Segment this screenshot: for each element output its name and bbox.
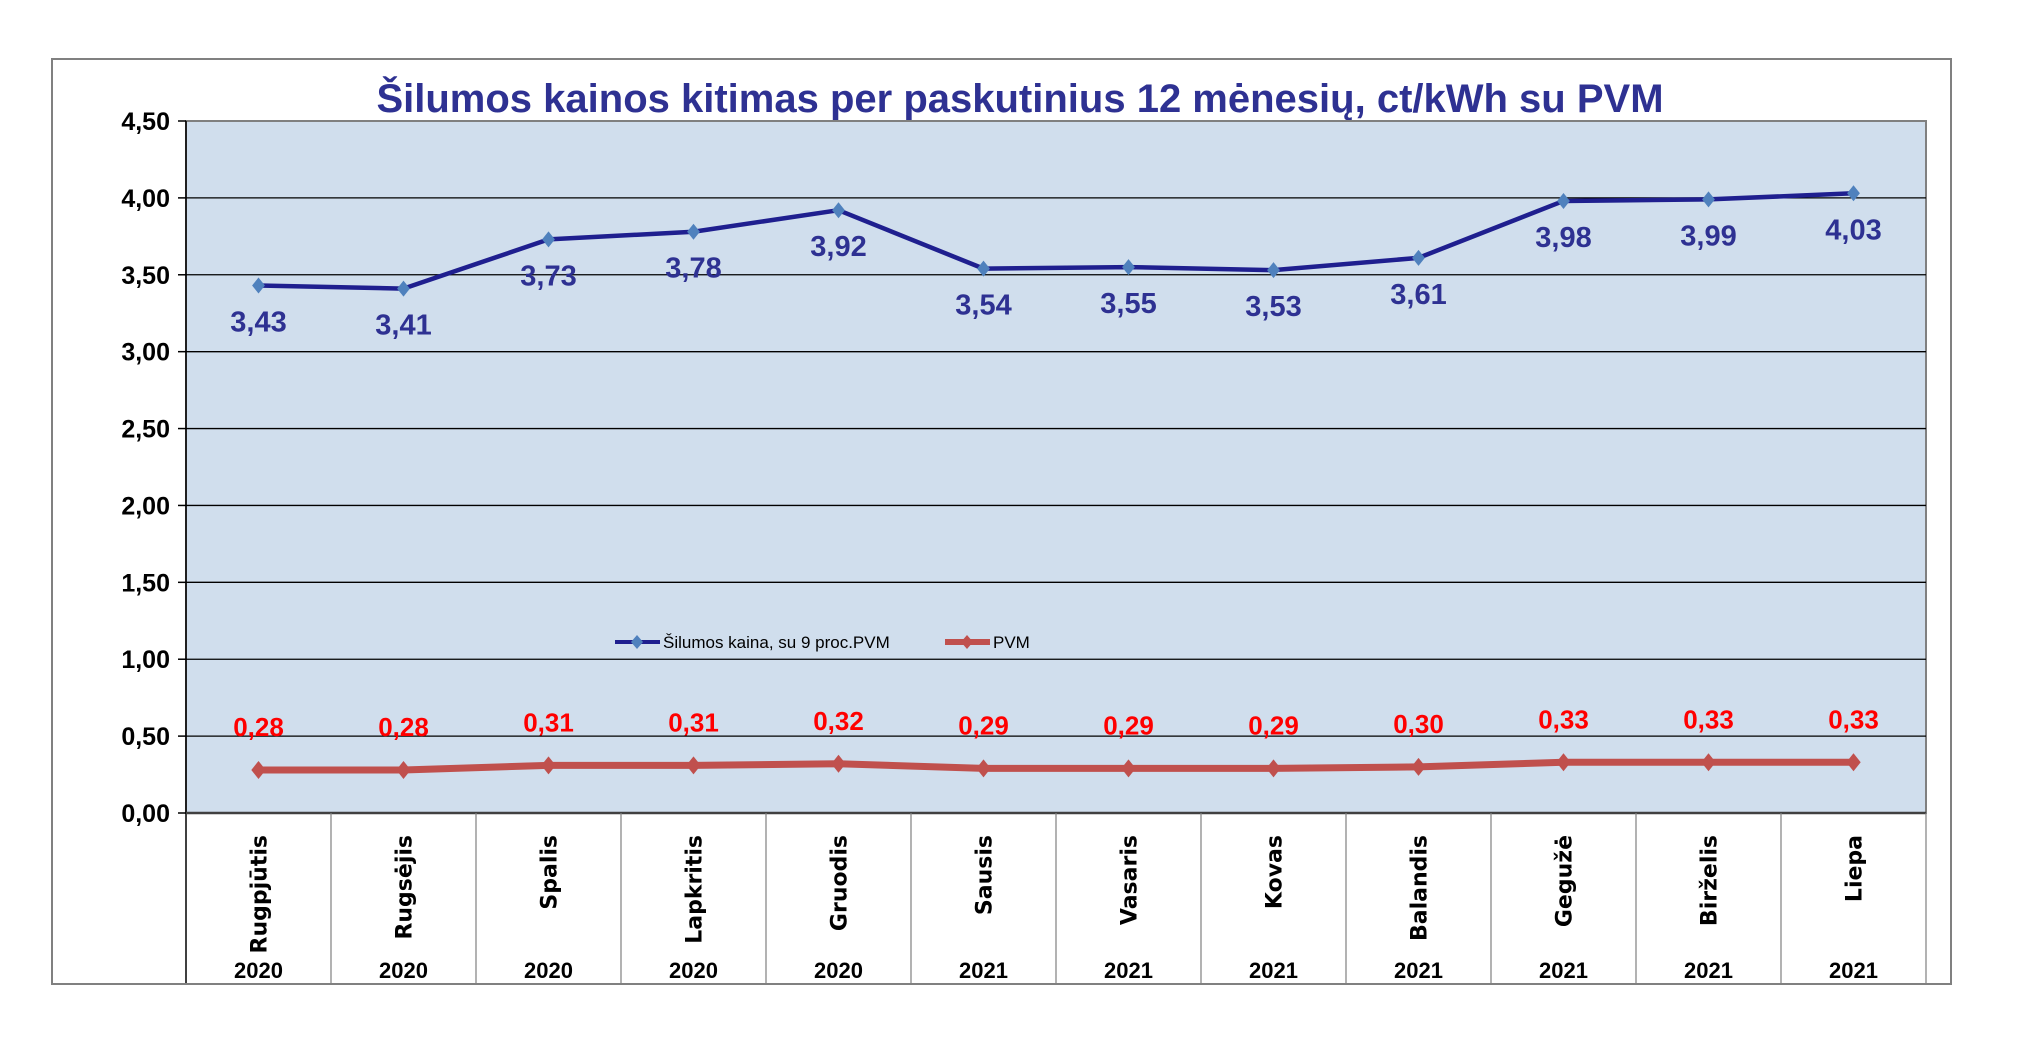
data-point-marker — [1557, 192, 1570, 209]
data-point-marker — [976, 759, 991, 778]
year-label: 2021 — [1539, 958, 1588, 983]
y-tick-label: 2,50 — [121, 416, 170, 444]
data-label: 0,28 — [233, 712, 284, 742]
year-label: 2020 — [379, 958, 428, 983]
data-point-marker — [397, 280, 410, 297]
year-label: 2021 — [1684, 958, 1733, 983]
data-label: 3,92 — [810, 231, 866, 263]
legend-marker-pvm — [961, 635, 973, 649]
category-label: Birželis — [1698, 835, 1723, 926]
data-point-marker — [1846, 753, 1861, 772]
data-label: 3,78 — [665, 253, 721, 285]
data-label: 3,41 — [375, 310, 431, 342]
legend-label: Šilumos kaina, su 9 proc.PVM — [663, 633, 890, 652]
category-label: Sausis — [973, 835, 998, 915]
y-tick-label: 2,00 — [121, 492, 170, 520]
category-label: Gruodis — [828, 835, 853, 931]
data-point-marker — [251, 760, 266, 779]
y-tick-label: 1,00 — [121, 646, 170, 674]
category-label: Liepa — [1843, 835, 1868, 902]
year-label: 2020 — [234, 958, 283, 983]
data-point-marker — [831, 754, 846, 773]
data-label: 3,43 — [230, 307, 286, 339]
year-label: 2021 — [1394, 958, 1443, 983]
data-point-marker — [832, 202, 845, 219]
data-label: 0,33 — [1828, 704, 1879, 734]
y-tick-label: 3,50 — [121, 262, 170, 290]
data-point-marker — [977, 260, 990, 277]
data-point-marker — [1122, 259, 1135, 276]
y-tick-label: 0,50 — [121, 723, 170, 751]
data-label: 0,28 — [378, 712, 429, 742]
category-label: Rugsėjis — [393, 835, 418, 940]
data-label: 3,55 — [1100, 288, 1156, 320]
category-label: Balandis — [1408, 835, 1433, 941]
series-line-pvm — [258, 758, 1854, 774]
data-label: 0,31 — [523, 707, 574, 737]
data-point-marker — [542, 231, 555, 248]
data-label: 3,98 — [1535, 222, 1591, 254]
data-label: 0,31 — [668, 707, 719, 737]
category-label: Spalis — [538, 835, 563, 910]
data-point-marker — [686, 756, 701, 775]
year-label: 2020 — [524, 958, 573, 983]
legend-label: PVM — [993, 633, 1030, 652]
data-label: 0,29 — [1248, 710, 1299, 740]
year-label: 2021 — [1829, 958, 1878, 983]
y-tick-label: 4,00 — [121, 185, 170, 213]
category-label: Kovas — [1263, 835, 1288, 909]
category-label: Vasaris — [1118, 835, 1143, 925]
data-point-marker — [687, 223, 700, 240]
data-label: 3,73 — [520, 260, 576, 292]
category-label: Gegužė — [1553, 835, 1578, 927]
year-label: 2021 — [1249, 958, 1298, 983]
data-point-marker — [1121, 759, 1136, 778]
data-point-marker — [1412, 249, 1425, 266]
year-label: 2021 — [959, 958, 1008, 983]
data-label: 0,33 — [1538, 704, 1589, 734]
data-label: 0,29 — [958, 710, 1009, 740]
data-point-marker — [252, 277, 265, 294]
plot-area — [185, 120, 1927, 814]
data-point-marker — [1266, 759, 1281, 778]
data-label: 4,03 — [1825, 214, 1881, 246]
data-label: 3,99 — [1680, 220, 1736, 252]
data-label: 0,30 — [1393, 709, 1444, 739]
category-label: Rugpjūtis — [248, 835, 273, 953]
data-point-marker — [1411, 757, 1426, 776]
y-tick-label: 1,50 — [121, 569, 170, 597]
data-label: 3,61 — [1390, 279, 1446, 311]
category-label: Lapkritis — [683, 835, 708, 944]
y-tick-label: 4,50 — [121, 108, 170, 136]
data-label: 0,29 — [1103, 710, 1154, 740]
series-line-silumos-kaina — [258, 191, 1854, 291]
legend-marker-silumos-kaina — [631, 635, 643, 649]
data-point-marker — [396, 760, 411, 779]
data-point-marker — [541, 756, 556, 775]
year-label: 2020 — [814, 958, 863, 983]
y-tick-label: 0,00 — [121, 800, 170, 828]
chart-title: Šilumos kainos kitimas per paskutinius 1… — [376, 75, 1663, 121]
y-tick-label: 3,00 — [121, 339, 170, 367]
data-label: 3,53 — [1245, 291, 1301, 323]
year-label: 2020 — [669, 958, 718, 983]
data-label: 3,54 — [955, 290, 1011, 322]
year-label: 2021 — [1104, 958, 1153, 983]
data-label: 0,33 — [1683, 704, 1734, 734]
data-point-marker — [1701, 753, 1716, 772]
data-label: 0,32 — [813, 706, 864, 736]
data-point-marker — [1556, 753, 1571, 772]
data-point-marker — [1847, 185, 1860, 202]
data-point-marker — [1267, 262, 1280, 279]
data-point-marker — [1702, 191, 1715, 208]
